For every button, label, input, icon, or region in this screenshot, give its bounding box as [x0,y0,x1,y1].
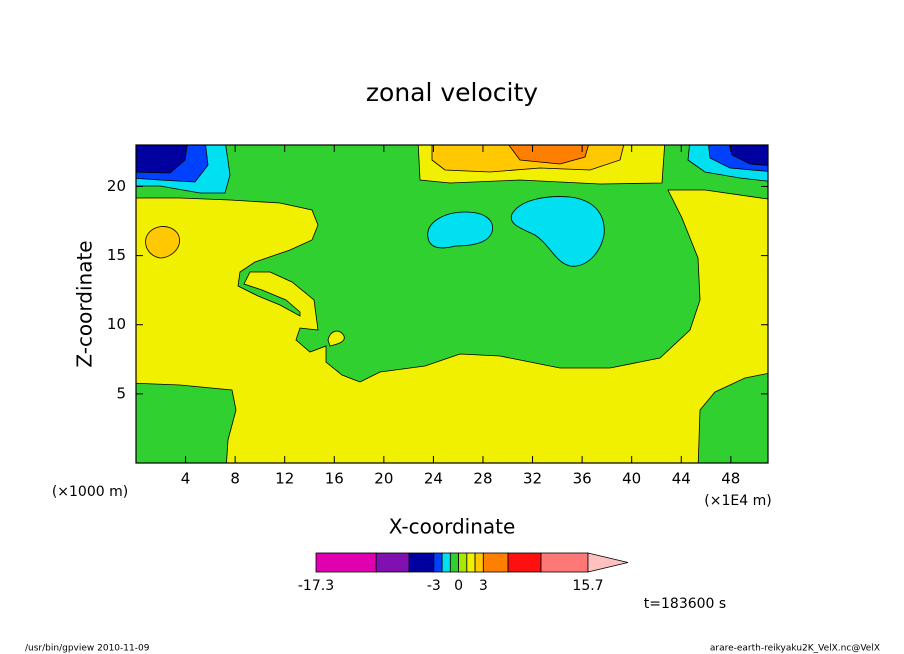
contour-region [145,226,180,259]
x-tick-label: 24 [424,470,443,488]
colorbar-band [466,552,476,573]
contour-field [136,145,768,463]
colorbar-band [482,552,509,573]
annotation: t=183600 s [644,596,726,612]
colorbar-band [449,552,459,573]
y-axis-label: Z-coordinate [73,240,97,367]
x-tick-label: 48 [721,470,740,488]
x-tick-label: 44 [672,470,691,488]
y-tick-label: 10 [107,315,126,333]
y-tick-label: 5 [116,384,126,402]
colorbar-tick-label: 0 [454,578,463,594]
colorbar-band [458,552,468,573]
contour-region [427,211,493,249]
x-tick-label: 32 [523,470,542,488]
chart-title: zonal velocity [366,78,538,107]
colorbar-tick-label: 15.7 [572,578,603,594]
colorbar-tick-label: 3 [479,578,488,594]
contour-region [510,196,605,267]
x-tick-label: 28 [473,470,492,488]
x-tick-label: 36 [573,470,592,488]
colorbar-band [441,552,451,573]
contour-region [136,382,237,463]
colorbar-band [474,552,484,573]
colorbar-band [408,552,435,573]
x-tick-label: 12 [275,470,294,488]
colorbar-band [375,552,410,573]
contour-region [327,330,345,347]
footer-right: arare-earth-reikyaku2K_VelX.nc@VelX [710,644,880,654]
contour-region [136,145,188,174]
x-scale-note: (×1E4 m) [704,493,771,509]
contour-region [697,372,768,463]
colorbar-band [315,552,377,573]
colorbar-extend [587,552,629,573]
x-tick-label: 16 [325,470,344,488]
x-axis-label: X-coordinate [389,515,516,539]
footer-left: /usr/bin/gpview 2010-11-09 [25,644,150,654]
x-tick-label: 20 [374,470,393,488]
colorbar-band [540,552,589,573]
colorbar-tick-label: -17.3 [298,578,334,594]
plot-frame [135,144,769,464]
contour-region [728,145,768,166]
y-tick-label: 15 [107,246,126,264]
y-tick-label: 20 [107,177,126,195]
colorbar-band [433,552,443,573]
x-tick-label: 4 [181,470,191,488]
contour-region [136,145,768,383]
colorbar-tick-label: -3 [427,578,441,594]
x-scale-note: (×1000 m) [52,484,128,500]
x-tick-label: 40 [622,470,641,488]
x-tick-label: 8 [230,470,240,488]
contour-region [508,145,589,165]
colorbar-band [507,552,542,573]
